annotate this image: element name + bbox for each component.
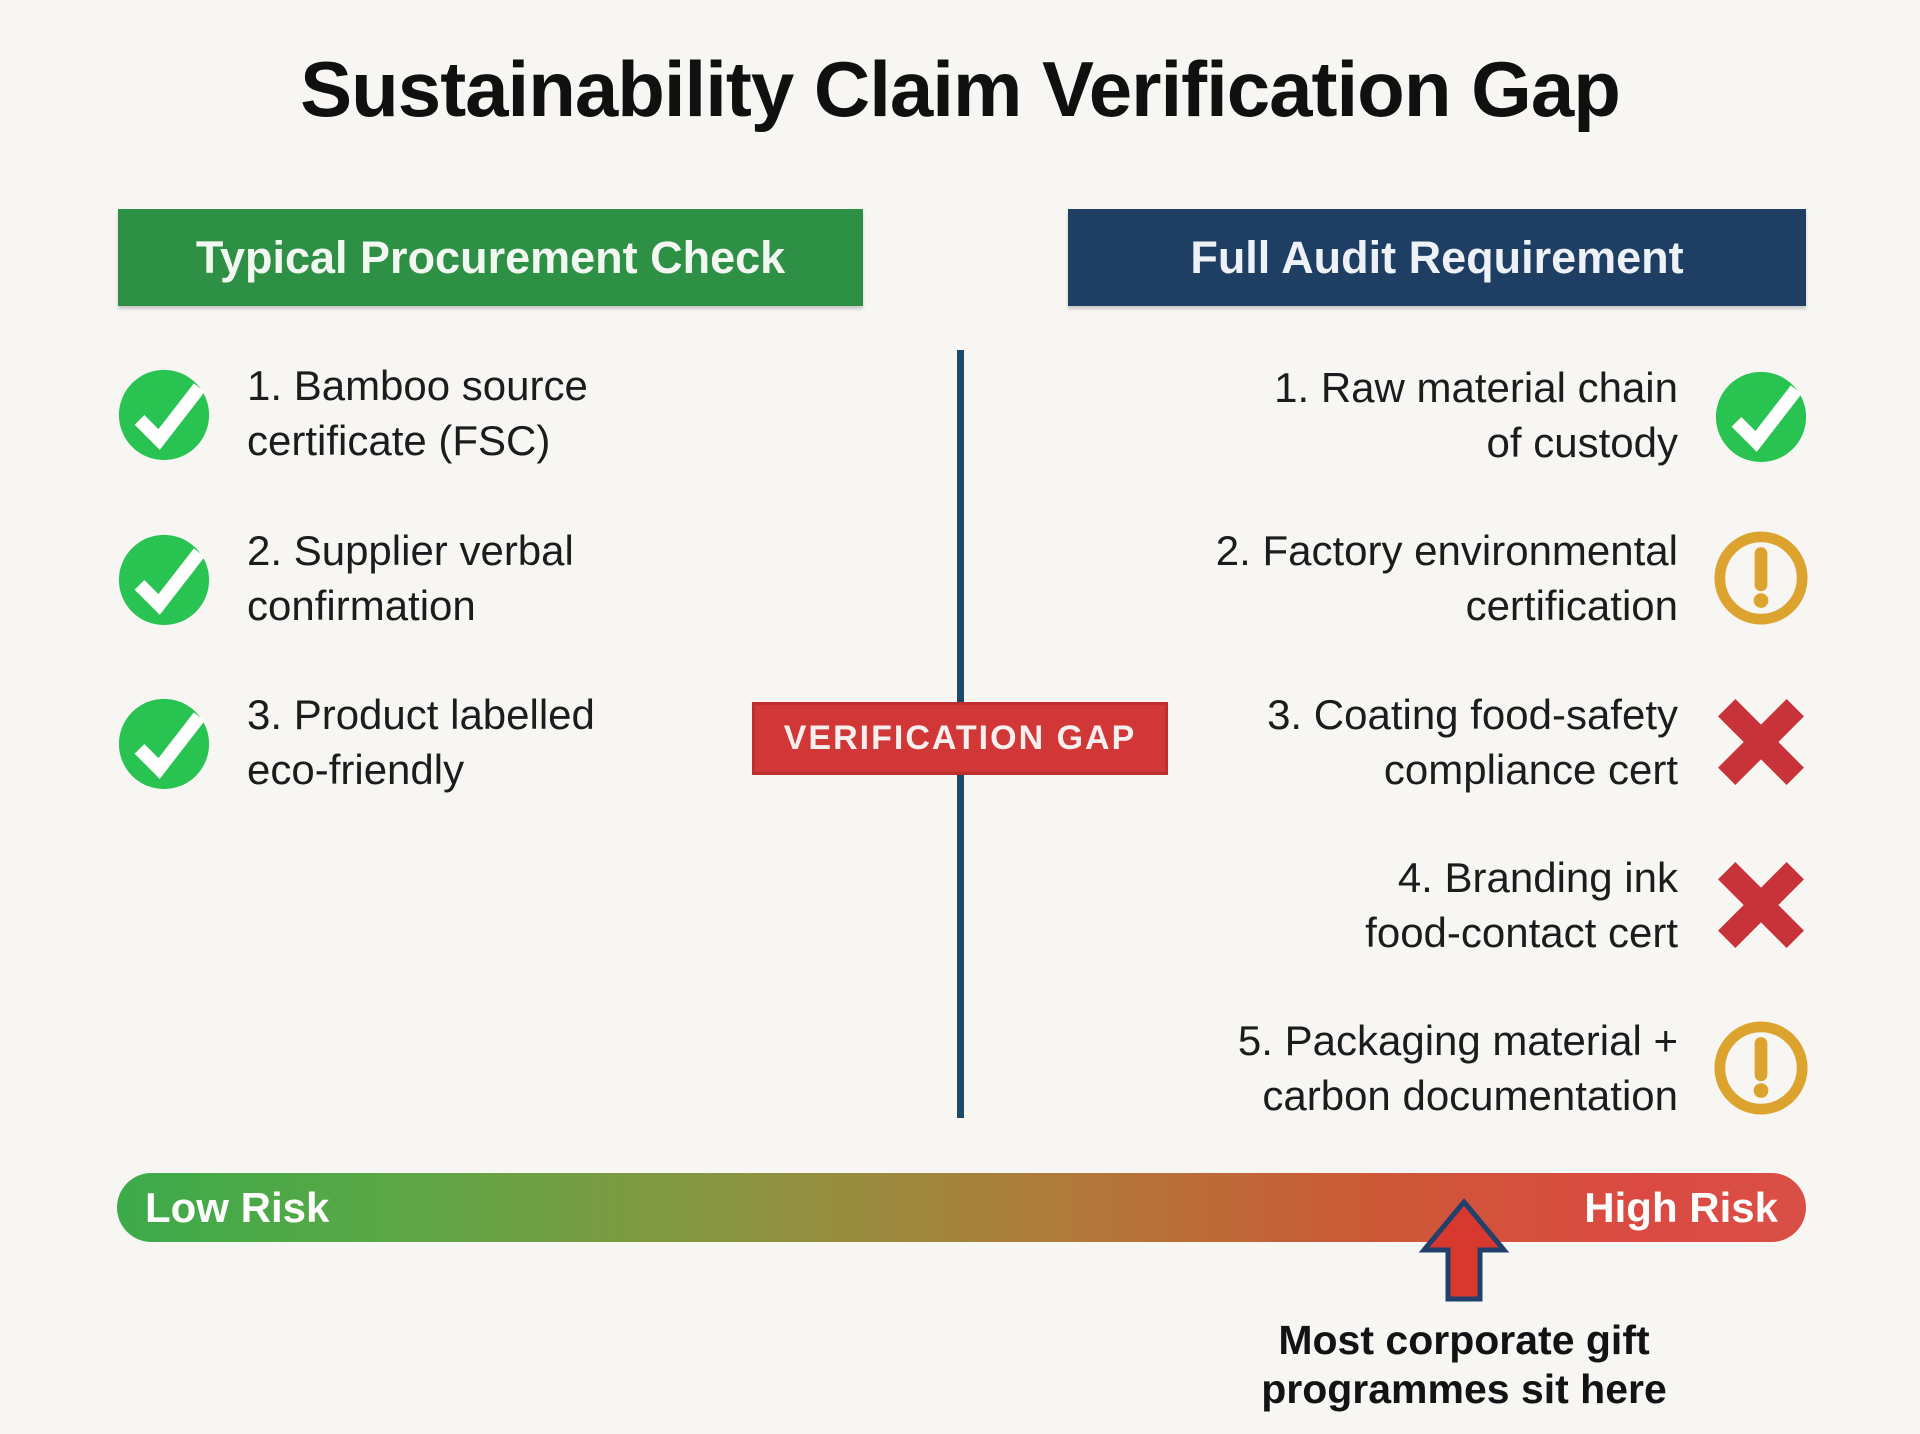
left-column-header-label: Typical Procurement Check: [195, 231, 786, 283]
annotation-line: programmes sit here: [1261, 1366, 1667, 1412]
list-item: 1. Raw material chain of custody: [1274, 360, 1810, 470]
item-text: 5. Packaging material + carbon documenta…: [1237, 1017, 1678, 1119]
verification-gap-label: VERIFICATION GAP: [783, 719, 1137, 757]
list-item: 2. Supplier verbal confirmation: [115, 523, 574, 633]
list-item: 1. Bamboo source certificate (FSC): [115, 358, 588, 468]
item-text: 1. Raw material chain of custody: [1274, 364, 1678, 466]
x-mark-icon: [1712, 693, 1810, 791]
x-mark-icon: [1712, 856, 1810, 954]
check-circle-icon: [1712, 366, 1810, 464]
check-circle-icon: [115, 529, 213, 627]
arrow-up-icon: [1418, 1198, 1510, 1304]
list-item: 3. Coating food-safety compliance cert: [1267, 687, 1810, 797]
annotation-line: Most corporate gift: [1278, 1317, 1650, 1363]
low-risk-label: Low Risk: [145, 1183, 330, 1231]
risk-gradient-bar: Low Risk High Risk: [117, 1173, 1806, 1242]
exclamation-circle-icon: [1712, 529, 1810, 627]
item-text: 1. Bamboo source certificate (FSC): [247, 362, 588, 464]
page-title: Sustainability Claim Verification Gap: [300, 45, 1621, 133]
annotation: Most corporate gift programmes sit here: [1208, 1316, 1720, 1414]
item-text: 2. Supplier verbal confirmation: [247, 527, 574, 629]
item-text: 4. Branding ink food-contact cert: [1365, 854, 1678, 956]
list-item: 3. Product labelled eco-friendly: [115, 687, 595, 797]
high-risk-label: High Risk: [1584, 1183, 1778, 1231]
list-item: 5. Packaging material + carbon documenta…: [1238, 1013, 1810, 1123]
right-column-header: Full Audit Requirement: [1068, 209, 1806, 306]
verification-gap-badge: VERIFICATION GAP: [752, 702, 1168, 775]
list-item: 4. Branding ink food-contact cert: [1365, 850, 1810, 960]
check-circle-icon: [115, 364, 213, 462]
left-column-header: Typical Procurement Check: [118, 209, 863, 306]
item-text: 3. Coating food-safety compliance cert: [1267, 691, 1678, 793]
list-item: 2. Factory environmental certification: [1216, 523, 1810, 633]
right-column-header-label: Full Audit Requirement: [1190, 231, 1684, 283]
exclamation-circle-icon: [1712, 1019, 1810, 1117]
item-text: 2. Factory environmental certification: [1215, 527, 1678, 629]
check-circle-icon: [115, 693, 213, 791]
item-text: 3. Product labelled eco-friendly: [247, 691, 595, 793]
